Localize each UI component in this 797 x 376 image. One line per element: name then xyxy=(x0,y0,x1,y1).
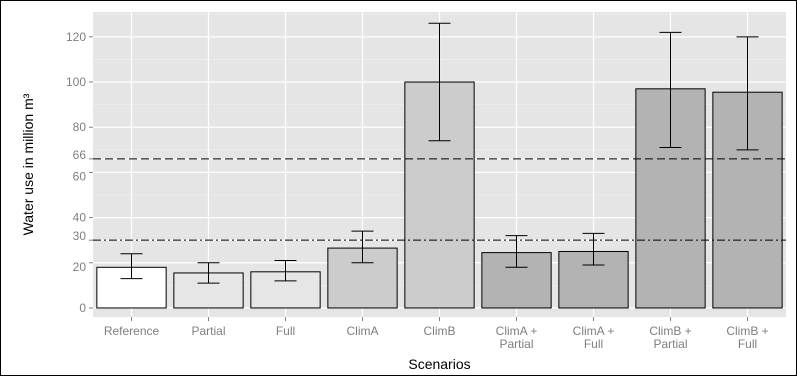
x-tick-label: ClimA + Partial xyxy=(496,324,538,351)
x-tick-label: ClimB xyxy=(424,324,456,338)
x-tick-label: ClimB + Partial xyxy=(649,324,691,351)
x-tick-label-line: Full xyxy=(738,337,757,351)
reference-lines xyxy=(93,158,786,241)
x-tick-label-line: Partial xyxy=(191,324,225,338)
x-tick-label-line: Full xyxy=(276,324,295,338)
error-bars xyxy=(120,22,759,284)
x-tick-label: Partial xyxy=(191,324,225,338)
y-tick-label: 30 xyxy=(73,229,87,243)
x-tick-label-line: ClimB + xyxy=(649,324,691,338)
x-tick-label: Reference xyxy=(104,324,160,338)
x-tick-label-line: Full xyxy=(584,337,603,351)
y-axis-title: Water use in million m³ xyxy=(20,93,36,235)
x-tick-label: ClimB + Full xyxy=(726,324,768,351)
x-axis-title: Scenarios xyxy=(408,356,470,372)
x-tick-label-line: Partial xyxy=(499,337,533,351)
x-tick-label-line: ClimA xyxy=(347,324,379,338)
y-tick-label: 40 xyxy=(73,211,87,225)
x-tick-label-line: ClimB + xyxy=(726,324,768,338)
x-tick-label-line: Partial xyxy=(653,337,687,351)
x-tick-label: ClimA xyxy=(347,324,379,338)
x-tick-label: Full xyxy=(276,324,295,338)
x-tick-label-line: ClimA + xyxy=(496,324,538,338)
bars xyxy=(96,81,783,309)
x-axis: Reference Partial Full ClimA ClimB ClimA + Par… xyxy=(104,317,769,351)
y-tick-label: 20 xyxy=(73,260,87,274)
y-tick-label: 0 xyxy=(79,301,86,315)
y-tick-label: 60 xyxy=(73,169,87,183)
y-tick-label: 120 xyxy=(66,30,86,44)
y-axis: 0 20 30 40 60 66 80 100 120 xyxy=(66,30,93,315)
y-tick-label: 100 xyxy=(66,75,86,89)
y-tick-label: 80 xyxy=(73,120,87,134)
y-tick-label: 66 xyxy=(73,148,87,162)
x-tick-label-line: ClimA + xyxy=(573,324,615,338)
x-tick-label-line: Reference xyxy=(104,324,160,338)
x-tick-label-line: ClimB xyxy=(424,324,456,338)
x-tick-label: ClimA + Full xyxy=(573,324,615,351)
